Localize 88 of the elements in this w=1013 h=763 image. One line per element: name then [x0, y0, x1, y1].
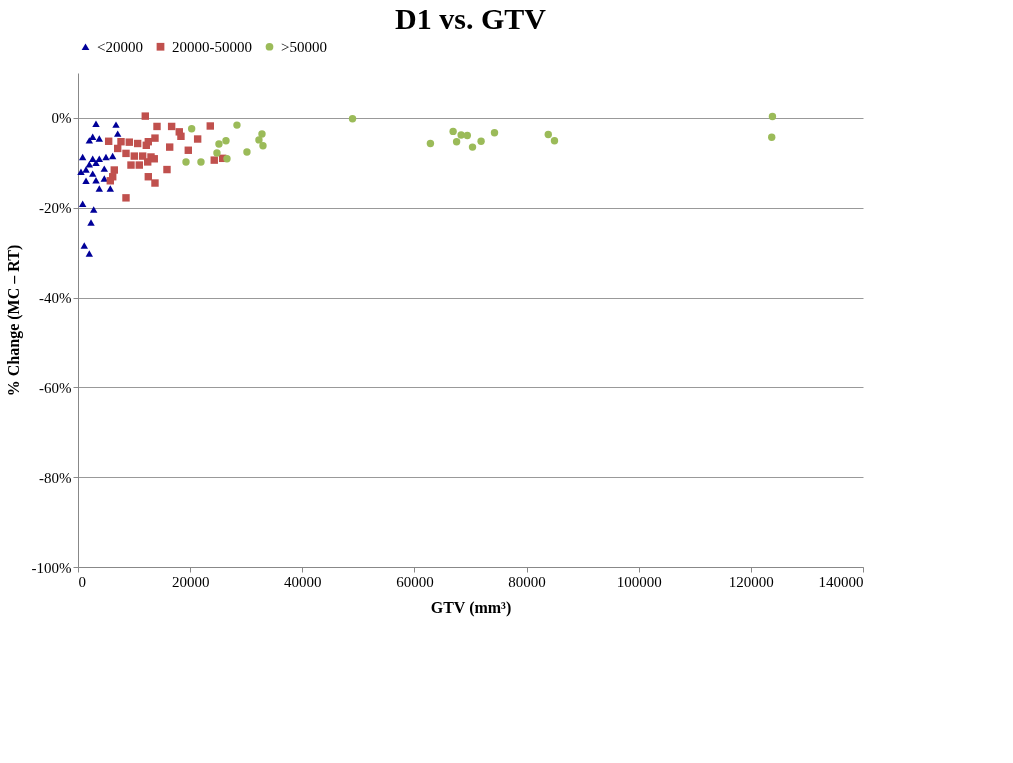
point	[187, 124, 196, 133]
x-tick-label: 60000	[396, 573, 434, 590]
point	[193, 135, 202, 143]
point	[106, 185, 115, 192]
point	[182, 158, 190, 166]
point	[78, 200, 87, 207]
point	[177, 132, 185, 141]
point	[102, 153, 110, 161]
point	[110, 166, 118, 174]
x-tick-label: 100000	[616, 573, 662, 590]
point	[163, 165, 171, 174]
point	[544, 130, 552, 139]
point	[141, 112, 149, 120]
point	[213, 149, 221, 157]
point	[112, 121, 120, 128]
x-tick-label: 140000	[818, 573, 864, 590]
x-tick-label: 20000	[171, 573, 210, 590]
point	[108, 152, 117, 160]
point	[85, 160, 94, 168]
x-tick-label: 40000	[284, 573, 322, 590]
point	[151, 134, 159, 142]
point	[80, 242, 88, 249]
point	[92, 120, 100, 127]
point	[122, 149, 130, 158]
point	[233, 121, 241, 129]
point	[222, 137, 230, 145]
point	[457, 131, 465, 139]
y-tick-label: -100%	[31, 559, 72, 576]
point	[125, 138, 134, 146]
point	[210, 156, 218, 164]
point	[78, 153, 87, 161]
point	[87, 219, 95, 226]
point	[151, 179, 159, 187]
point	[768, 133, 776, 141]
point	[82, 177, 90, 184]
point	[426, 139, 435, 148]
point	[206, 122, 214, 130]
point	[463, 131, 472, 140]
point	[255, 136, 263, 144]
y-tick-label: 0%	[51, 110, 72, 127]
point	[135, 161, 143, 169]
y-tick-label: -40%	[39, 290, 72, 307]
point	[100, 165, 109, 172]
point	[82, 166, 90, 173]
point	[215, 140, 223, 148]
point	[127, 161, 135, 169]
point	[165, 143, 174, 151]
point	[243, 148, 251, 156]
point	[449, 127, 457, 136]
legend-label: <20000	[97, 38, 143, 55]
point	[490, 129, 499, 137]
legend-label: 20000-50000	[172, 38, 252, 55]
point	[77, 168, 85, 176]
x-tick-label: 120000	[728, 573, 774, 590]
point	[258, 130, 266, 138]
point	[477, 137, 485, 145]
y-tick-label: -80%	[39, 469, 72, 486]
point	[85, 250, 94, 257]
point	[452, 138, 461, 146]
point	[130, 152, 138, 160]
x-tick-label: 80000	[508, 573, 546, 590]
point	[143, 158, 152, 166]
point	[153, 122, 161, 131]
point	[95, 135, 104, 142]
point	[138, 152, 147, 160]
chart-title: D1 vs. GTV	[395, 2, 547, 35]
point	[92, 177, 100, 184]
point	[768, 112, 777, 121]
point	[550, 137, 559, 145]
y-axis-title: % Change (MC – RT)	[4, 244, 23, 397]
point	[468, 143, 477, 151]
legend-label: >50000	[281, 38, 327, 55]
point	[197, 158, 205, 166]
point	[259, 142, 267, 150]
point	[113, 130, 122, 137]
point	[95, 185, 104, 192]
point	[223, 155, 231, 163]
x-tick-label: 0	[78, 573, 86, 590]
point	[92, 159, 100, 167]
point	[348, 115, 357, 123]
point	[85, 137, 94, 144]
point	[122, 194, 130, 202]
y-tick-label: -60%	[39, 379, 72, 396]
y-tick-label: -20%	[39, 200, 72, 217]
point	[117, 138, 125, 146]
point	[88, 170, 97, 177]
point	[89, 206, 98, 213]
x-axis-title: GTV (mm³)	[430, 598, 512, 617]
